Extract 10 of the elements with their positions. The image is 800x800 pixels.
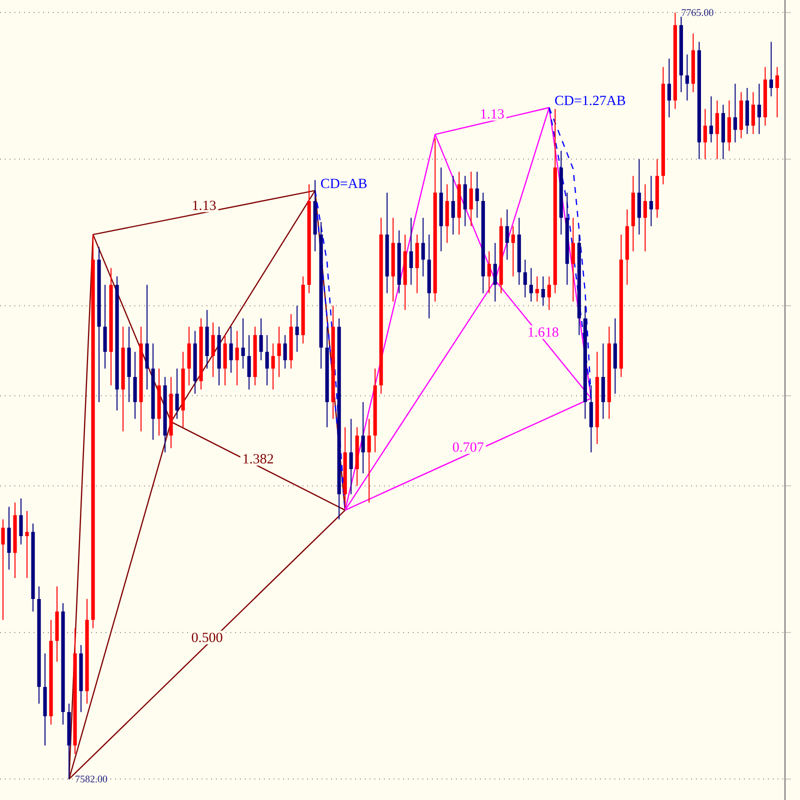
text: 7765.00 <box>682 9 714 16</box>
series-label: CD=1.27AB <box>555 96 626 106</box>
series-label: 1.13 <box>481 109 504 119</box>
series-label: 1.13 <box>193 200 216 210</box>
series-label: 1.382 <box>244 454 274 464</box>
series-label: 0.707 <box>452 442 484 452</box>
text: 7582.00 <box>76 776 108 782</box>
series-label: 1.618 <box>528 327 558 337</box>
series-label: 0.500 <box>192 632 222 642</box>
series-label: CD=AB <box>321 178 367 188</box>
